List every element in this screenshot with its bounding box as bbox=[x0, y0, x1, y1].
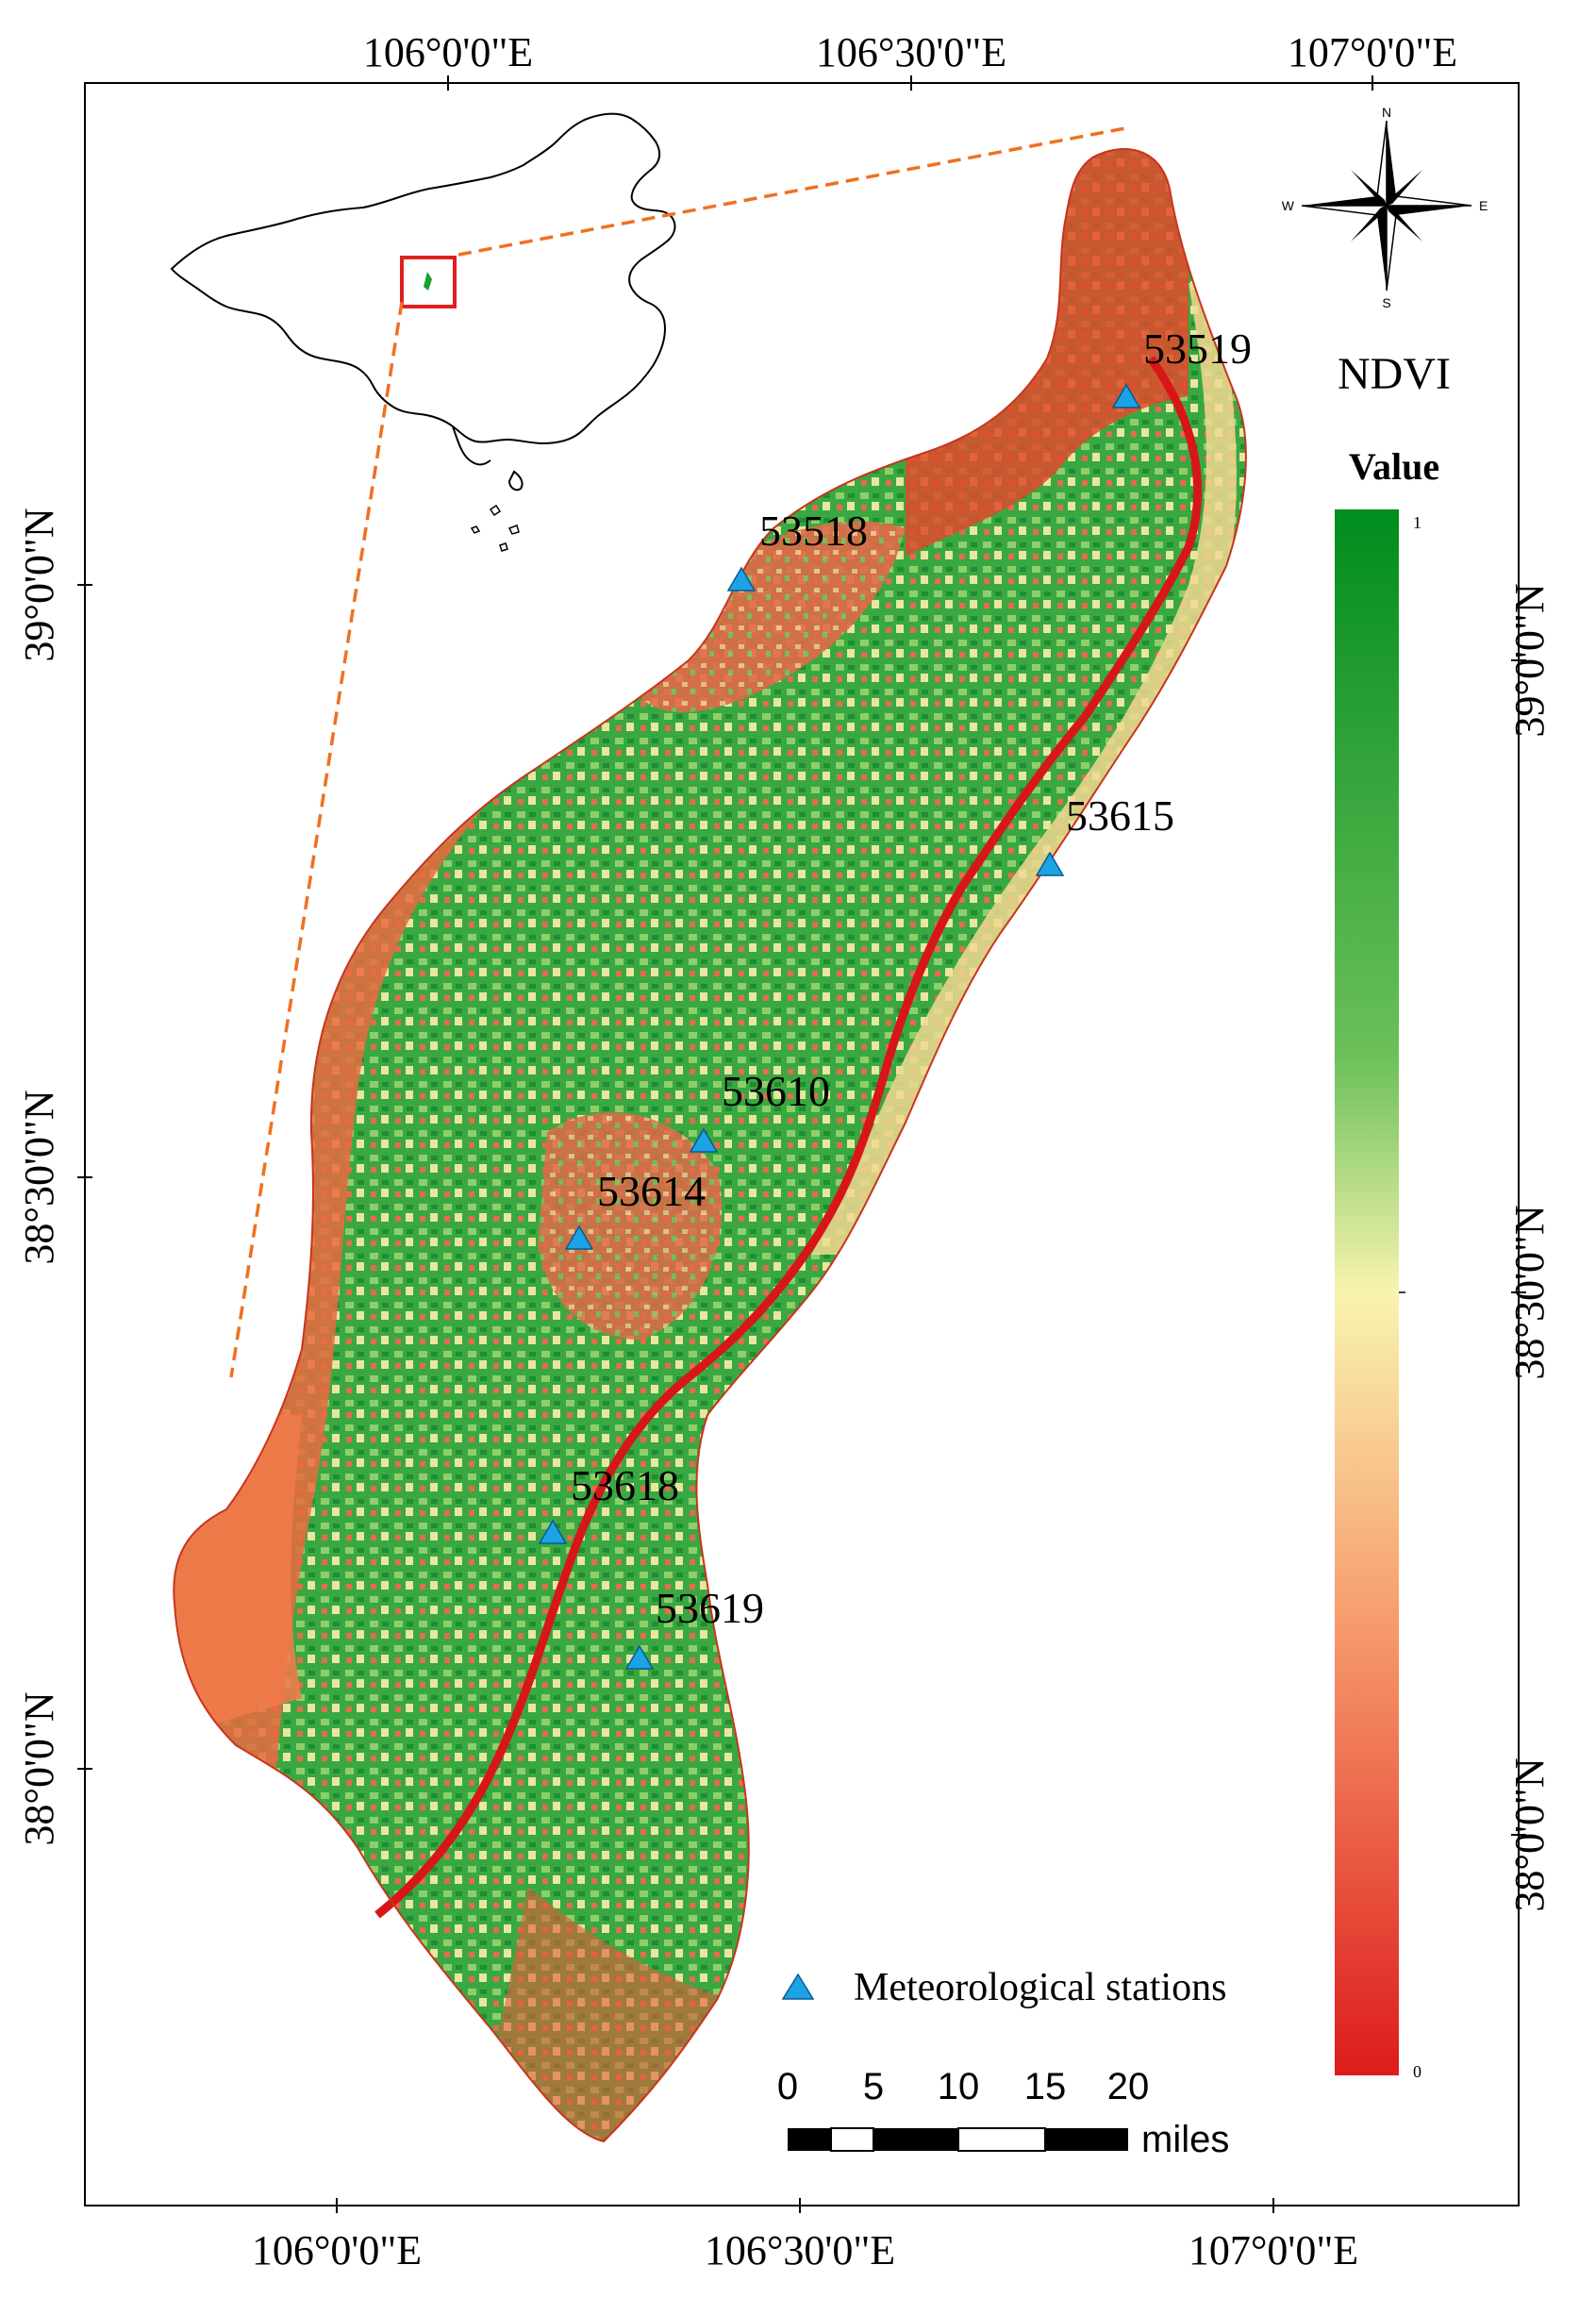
station-53519: 53519 bbox=[1111, 325, 1252, 408]
svg-text:5: 5 bbox=[863, 2066, 884, 2107]
lon-ticks-bottom: 106°0'0"E 106°30'0"E 107°0'0"E bbox=[252, 2198, 1358, 2273]
svg-text:53519: 53519 bbox=[1143, 325, 1252, 373]
svg-text:53619: 53619 bbox=[656, 1584, 764, 1632]
river bbox=[374, 356, 1203, 1919]
lat-tick-left-3: 38°0'0"N bbox=[16, 1691, 62, 1845]
lon-ticks-top: 106°0'0"E 106°30'0"E 107°0'0"E bbox=[363, 29, 1457, 91]
legend-min: 0 bbox=[1413, 2062, 1421, 2081]
svg-text:S: S bbox=[1382, 295, 1390, 310]
lat-ticks-left: 39°0'0"N 38°30'0"N 38°0'0"N bbox=[16, 508, 92, 1846]
inset-highlight-box bbox=[400, 256, 457, 308]
svg-text:53610: 53610 bbox=[722, 1067, 830, 1115]
lat-tick-right-2: 38°30'0"N bbox=[1506, 1205, 1553, 1379]
svg-text:53618: 53618 bbox=[571, 1461, 679, 1509]
callout-line-top bbox=[457, 125, 1131, 257]
lat-ticks-right: 39°0'0"N 38°30'0"N 38°0'0"N bbox=[1506, 583, 1553, 1911]
ndvi-color-ramp bbox=[1335, 509, 1399, 2075]
lat-tick-right-1: 39°0'0"N bbox=[1506, 583, 1553, 737]
svg-text:E: E bbox=[1479, 198, 1488, 213]
legend-subtitle: Value bbox=[1349, 445, 1439, 488]
svg-text:53518: 53518 bbox=[759, 507, 868, 555]
lon-tick-bottom-3: 107°0'0"E bbox=[1189, 2227, 1358, 2273]
station-53619: 53619 bbox=[624, 1584, 764, 1670]
svg-text:Meteorological stations: Meteorological stations bbox=[854, 1966, 1226, 2009]
lat-tick-left-2: 38°30'0"N bbox=[16, 1090, 62, 1264]
svg-text:10: 10 bbox=[938, 2066, 980, 2107]
inset-china-map bbox=[170, 112, 676, 552]
svg-text:W: W bbox=[1282, 198, 1295, 213]
compass-rose: N S E W bbox=[1282, 105, 1488, 310]
svg-text:0: 0 bbox=[777, 2066, 798, 2107]
station-53518: 53518 bbox=[726, 507, 868, 591]
lat-tick-right-3: 38°0'0"N bbox=[1506, 1757, 1553, 1911]
legend-max: 1 bbox=[1413, 513, 1421, 532]
station-53614: 53614 bbox=[564, 1167, 706, 1250]
station-53615: 53615 bbox=[1035, 791, 1174, 876]
legend-title: NDVI bbox=[1338, 349, 1451, 399]
scale-bar: 0 5 10 15 20 miles bbox=[777, 2066, 1229, 2160]
china-outline bbox=[170, 112, 676, 445]
svg-text:20: 20 bbox=[1107, 2066, 1150, 2107]
svg-text:miles: miles bbox=[1141, 2119, 1229, 2160]
callout-line-bottom bbox=[229, 301, 404, 1378]
station-53618: 53618 bbox=[538, 1461, 679, 1544]
lon-tick-bottom-2: 106°30'0"E bbox=[705, 2227, 895, 2273]
lon-tick-top-2: 106°30'0"E bbox=[816, 29, 1006, 75]
lon-tick-top-3: 107°0'0"E bbox=[1288, 29, 1457, 75]
station-53610: 53610 bbox=[689, 1067, 830, 1153]
station-legend-entry: Meteorological stations bbox=[781, 1966, 1226, 2009]
lon-tick-top-1: 106°0'0"E bbox=[363, 29, 533, 75]
svg-text:53614: 53614 bbox=[597, 1167, 706, 1215]
svg-text:N: N bbox=[1382, 105, 1391, 120]
lon-tick-bottom-1: 106°0'0"E bbox=[252, 2227, 422, 2273]
svg-text:53615: 53615 bbox=[1066, 791, 1174, 840]
svg-text:15: 15 bbox=[1024, 2066, 1067, 2107]
stations-layer: 53519 53518 53615 53610 53614 53618 5361… bbox=[538, 325, 1252, 1670]
lat-tick-left-1: 39°0'0"N bbox=[16, 508, 62, 661]
ndvi-legend: NDVI Value 1 0 bbox=[1335, 349, 1451, 2081]
